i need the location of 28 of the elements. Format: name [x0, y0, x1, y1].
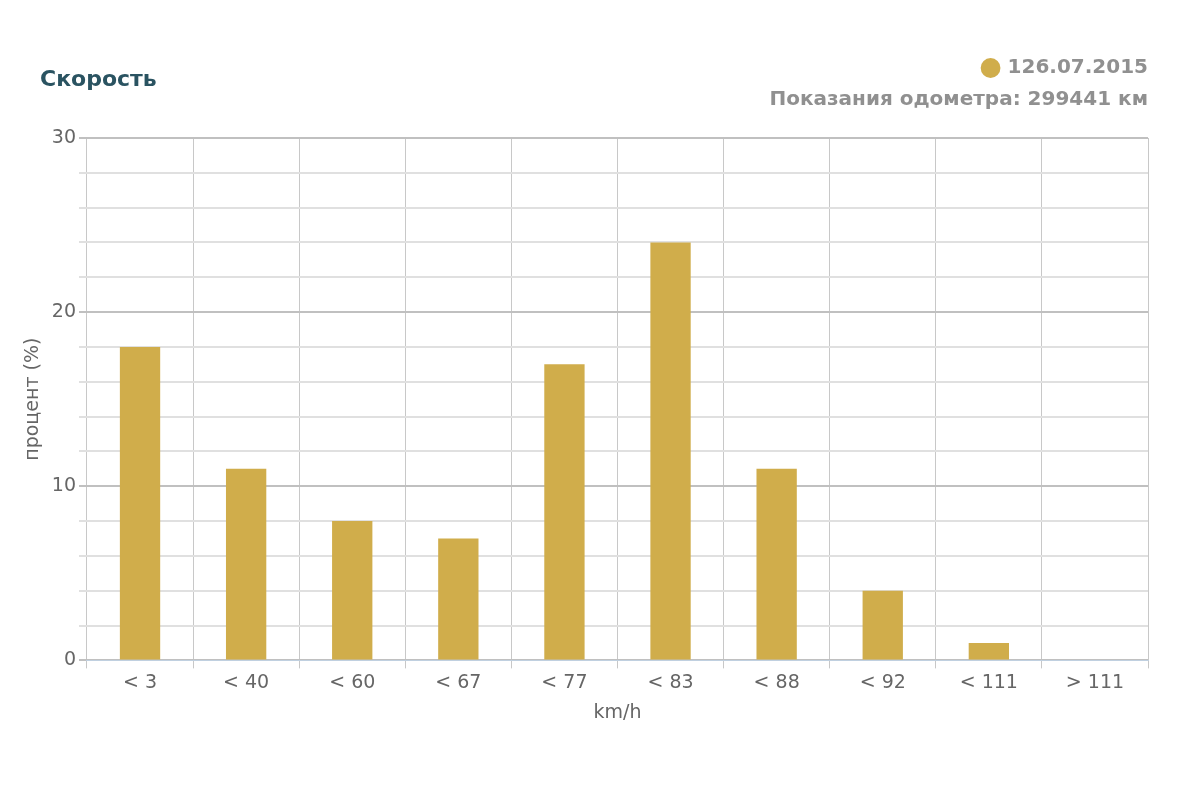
x-tick-label: < 67	[435, 669, 482, 692]
x-tick-label: < 40	[223, 669, 270, 692]
x-tick-label: < 83	[647, 669, 694, 692]
x-tick-label: > 111	[1065, 669, 1125, 692]
y-tick-label: 0	[63, 647, 76, 670]
x-tick-label: < 60	[329, 669, 376, 692]
bar	[225, 468, 267, 660]
bar	[968, 642, 1010, 660]
bar	[756, 468, 797, 660]
bar	[544, 364, 585, 660]
bar	[862, 590, 903, 660]
x-tick-label: < 3	[123, 669, 158, 692]
x-axis-title: km/h	[593, 699, 642, 722]
bar	[332, 521, 373, 660]
y-tick-label: 30	[51, 124, 76, 147]
bar	[119, 346, 161, 660]
chart-title: Скорость	[40, 65, 157, 91]
bar	[438, 538, 479, 660]
x-tick-label: < 111	[959, 669, 1018, 692]
text: Показания одометра: 299441 км	[769, 86, 1148, 111]
x-tick-label: < 77	[541, 669, 588, 692]
legend-label: 126.07.2015	[1007, 54, 1149, 79]
y-tick-label: 20	[51, 299, 76, 322]
y-tick-label: 10	[51, 473, 76, 496]
bar	[650, 242, 691, 660]
x-tick-label: < 92	[859, 669, 906, 692]
x-tick-label: < 88	[753, 669, 800, 692]
y-axis-title: процент (%)	[20, 337, 43, 461]
